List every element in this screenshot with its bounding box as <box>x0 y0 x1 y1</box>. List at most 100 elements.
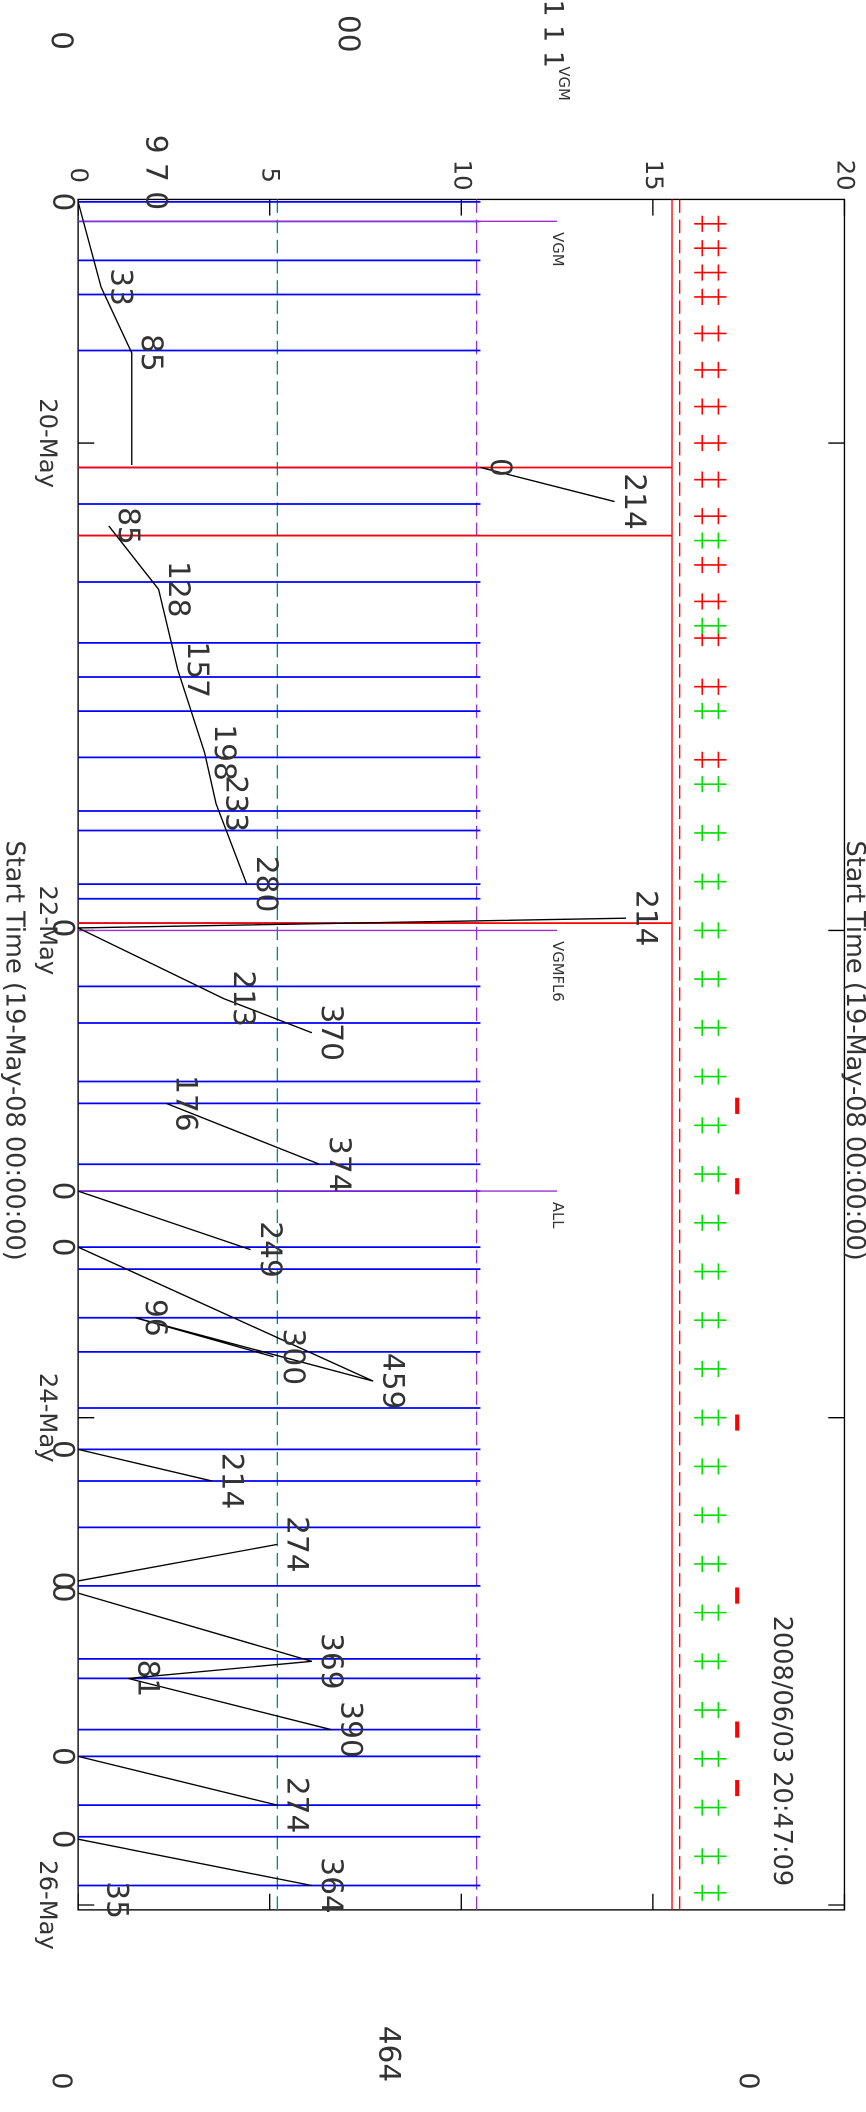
plus-marker <box>694 556 727 573</box>
plus-marker <box>694 593 727 610</box>
plus-marker <box>694 508 727 525</box>
trace-label: 274 <box>281 1777 315 1834</box>
plus-marker <box>694 435 727 452</box>
plus-marker <box>694 1214 727 1231</box>
x-tick-label: 22-May <box>34 886 63 976</box>
trace-label: 0 <box>46 1572 80 1591</box>
plus-marker <box>694 1019 727 1036</box>
stray-label: VGM <box>555 66 572 100</box>
trace-label: 370 <box>315 1004 349 1061</box>
trace-label: 96 <box>139 1299 173 1337</box>
plus-marker <box>694 1263 727 1280</box>
plus-marker <box>694 1701 727 1719</box>
trace-label: 214 <box>618 473 652 530</box>
trace-label: 0 <box>46 919 80 938</box>
plus-marker <box>694 751 727 768</box>
trace-label: 0 <box>46 1747 80 1766</box>
stray-label: 1 1 1 <box>538 0 569 68</box>
trace-label: 0 <box>46 919 80 938</box>
plus-marker <box>694 361 727 379</box>
plus-marker <box>694 398 727 415</box>
trace-label: 390 <box>334 1701 368 1758</box>
axis-label-left: Start Time (19-May-08 00:00:00) <box>0 840 29 1260</box>
trace-label: 0 <box>46 1584 80 1603</box>
plus-marker <box>694 617 727 634</box>
trace-label: 280 <box>250 856 284 913</box>
plus-marker <box>694 1507 727 1524</box>
plus-marker <box>694 264 727 281</box>
alert-mark <box>735 1414 740 1431</box>
trace-line <box>78 202 626 1900</box>
stray-label: 464 <box>372 2026 406 2083</box>
trace-label: 85 <box>135 334 169 372</box>
x-tick-label: 26-May <box>34 1860 63 1950</box>
plot-frame <box>77 198 846 1911</box>
flag-label: VGMFL6 <box>549 941 566 1002</box>
trace-label: 300 <box>277 1329 311 1386</box>
plus-marker <box>694 1884 727 1901</box>
trace-label: 369 <box>315 1633 349 1690</box>
stray-label: 0 <box>733 2072 764 2089</box>
plus-marker <box>694 532 727 549</box>
plus-marker <box>694 776 727 793</box>
flag-label: VGM <box>549 232 566 266</box>
alert-mark <box>735 1097 740 1114</box>
plus-marker <box>694 1848 727 1865</box>
plus-marker <box>694 1653 727 1670</box>
trace-label: 0 <box>46 1238 80 1257</box>
trace-label: 0 <box>46 1182 80 1201</box>
trace-label: 233 <box>219 775 253 832</box>
trace-label: 176 <box>170 1075 204 1132</box>
plus-marker <box>694 824 727 842</box>
plus-marker <box>694 678 727 695</box>
y-tick-label: 15 <box>640 160 669 191</box>
y-tick-label: 0 <box>65 167 94 182</box>
plus-marker <box>694 703 727 720</box>
plus-marker <box>694 1750 727 1767</box>
plus-marker <box>694 471 727 488</box>
trace-label: 0 <box>484 458 518 477</box>
alert-mark <box>735 1587 740 1604</box>
trace-label: 0 <box>46 1440 80 1459</box>
trace-label: 35 <box>101 1881 135 1919</box>
plus-marker <box>694 1068 727 1085</box>
alert-mark <box>735 1721 740 1738</box>
trace-label: 374 <box>323 1136 357 1193</box>
x-tick-label: 20-May <box>34 398 63 488</box>
plus-marker <box>694 629 727 647</box>
plus-marker <box>694 1799 727 1816</box>
plus-marker <box>694 240 727 257</box>
trace-label: 364 <box>315 1857 349 1914</box>
trace-label: 274 <box>281 1516 315 1573</box>
trace-label: 33 <box>104 268 138 306</box>
trace-label: 214 <box>629 890 663 947</box>
plus-marker <box>694 1458 727 1475</box>
flag-label: ALL <box>549 1202 566 1229</box>
plus-marker <box>694 1117 727 1134</box>
timestamp: 2008/06/03 20:47:09 <box>767 1616 797 1886</box>
plus-marker <box>694 971 727 988</box>
alert-mark <box>735 1178 740 1195</box>
plus-marker <box>694 215 727 232</box>
plus-marker <box>694 1312 727 1329</box>
plus-marker <box>694 1409 727 1426</box>
y-tick-label: 20 <box>831 160 860 191</box>
plus-marker <box>694 1360 727 1378</box>
alert-mark <box>735 1779 740 1797</box>
trace-label: 0 <box>46 1830 80 1849</box>
plus-marker <box>694 1165 727 1183</box>
trace-label: 85 <box>112 507 146 545</box>
x-tick-label: 24-May <box>34 1373 63 1463</box>
plus-marker <box>694 1604 727 1621</box>
axis-label-right: Start Time (19-May-08 00:00:00) <box>840 840 866 1260</box>
trace-label: 0 <box>46 192 80 211</box>
plus-marker <box>694 288 727 305</box>
plus-marker <box>694 1555 727 1572</box>
plus-marker <box>694 873 727 890</box>
trace-label: 459 <box>377 1353 411 1410</box>
trace-label: 198 <box>208 724 242 781</box>
stray-label: 0 <box>46 2072 77 2089</box>
trace-label: 214 <box>216 1453 250 1510</box>
